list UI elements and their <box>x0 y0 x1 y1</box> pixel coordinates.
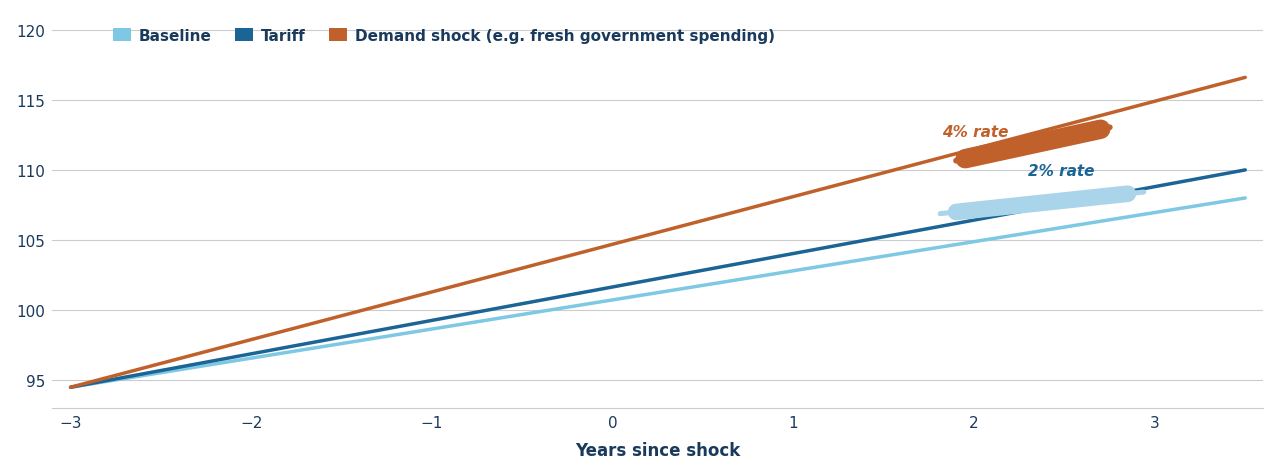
Legend: Baseline, Tariff, Demand shock (e.g. fresh government spending): Baseline, Tariff, Demand shock (e.g. fre… <box>109 24 780 49</box>
Text: 2% rate: 2% rate <box>1028 164 1094 179</box>
X-axis label: Years since shock: Years since shock <box>575 441 741 459</box>
Text: 4% rate: 4% rate <box>942 125 1009 140</box>
